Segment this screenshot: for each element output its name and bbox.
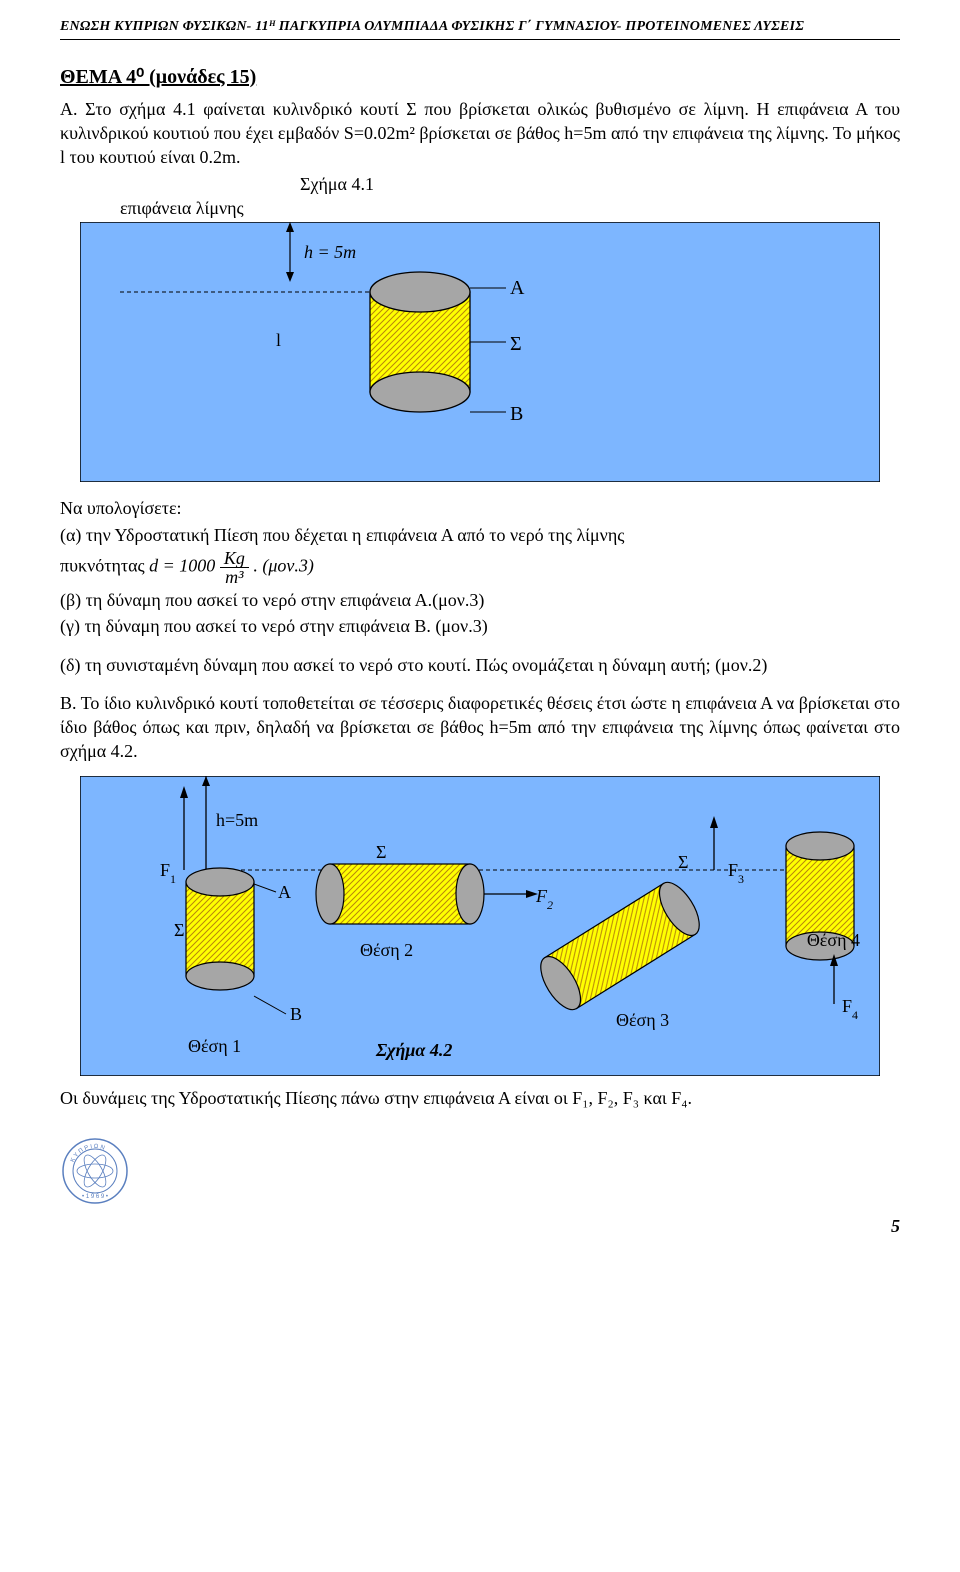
svg-text:h = 5m: h = 5m [304,242,356,262]
frac-num: Kg [220,549,249,568]
svg-text:Θέση 1: Θέση 1 [188,1036,241,1056]
svg-text:Κ Υ Π Ρ Ι Ω Ν: Κ Υ Π Ρ Ι Ω Ν [70,1144,105,1163]
svg-text:Α: Α [510,277,525,299]
figure-4-1: h = 5m l Α Σ Β [80,222,900,482]
svg-text:Θέση 2: Θέση 2 [360,940,413,960]
surface-label: επιφάνεια λίμνης [120,196,900,220]
calc-c: (γ) τη δύναμη που ασκεί το νερό στην επι… [60,614,900,638]
forces-footer-line: Οι δυνάμεις της Υδροστατικής Πίεσης πάνω… [60,1086,900,1110]
svg-text:Σ: Σ [174,920,184,940]
theme-title: ΘΕΜΑ 4⁰ (μονάδες 15) [60,64,900,91]
calc-block: Να υπολογίσετε: (α) την Υδροστατική Πίεσ… [60,496,900,676]
page-number: 5 [60,1214,900,1238]
svg-text:Σ: Σ [678,852,688,872]
density-prefix: πυκνότητας [60,556,149,576]
page-header: ΕΝΩΣΗ ΚΥΠΡΙΩΝ ΦΥΣΙΚΩΝ- 11ᴴ ΠΑΓΚΥΠΡΙΑ ΟΛΥ… [60,18,900,40]
calc-b: (β) τη δύναμη που ασκεί το νερό στην επι… [60,588,900,612]
svg-text:Θέση 3: Θέση 3 [616,1010,669,1030]
svg-text:Α: Α [278,882,291,902]
svg-text:Σχήμα 4.2: Σχήμα 4.2 [375,1040,452,1060]
section-b-text: Β. Το ίδιο κυλινδρικό κουτί τοποθετείται… [60,691,900,764]
svg-text:h=5m: h=5m [216,810,258,830]
calc-intro: Να υπολογίσετε: [60,496,900,520]
svg-text:Θέση 4: Θέση 4 [807,930,860,950]
seal: Κ Υ Π Ρ Ι Ω Ν • 1 9 6 9 • [60,1136,900,1206]
svg-text:Σ: Σ [376,842,386,862]
calc-a-line1: (α) την Υδροστατική Πίεση που δέχεται η … [60,523,900,547]
svg-text:Β: Β [290,1004,302,1024]
mov3a: . (μον.3) [253,556,314,576]
svg-text:l: l [276,330,281,350]
figure-4-2: h=5m F1 Σ Α Β Θέση 1 F2 Σ Θέση 2 Σχήμα 4… [80,776,900,1076]
svg-text:Σ: Σ [510,333,522,355]
density-eq: d = 1000 [149,556,215,576]
svg-text:Β: Β [510,403,523,425]
frac-den: m³ [220,568,249,586]
calc-a-line2: πυκνότητας d = 1000 Kg m³ . (μον.3) [60,549,900,586]
figure1-caption: Σχήμα 4.1 [300,172,900,196]
density-fraction: Kg m³ [220,549,249,586]
svg-text:• 1 9 6 9 •: • 1 9 6 9 • [82,1194,108,1200]
calc-d: (δ) τη συνισταμένη δύναμη που ασκεί το ν… [60,653,900,677]
intro-paragraph-a: Α. Στο σχήμα 4.1 φαίνεται κυλινδρικό κου… [60,97,900,170]
